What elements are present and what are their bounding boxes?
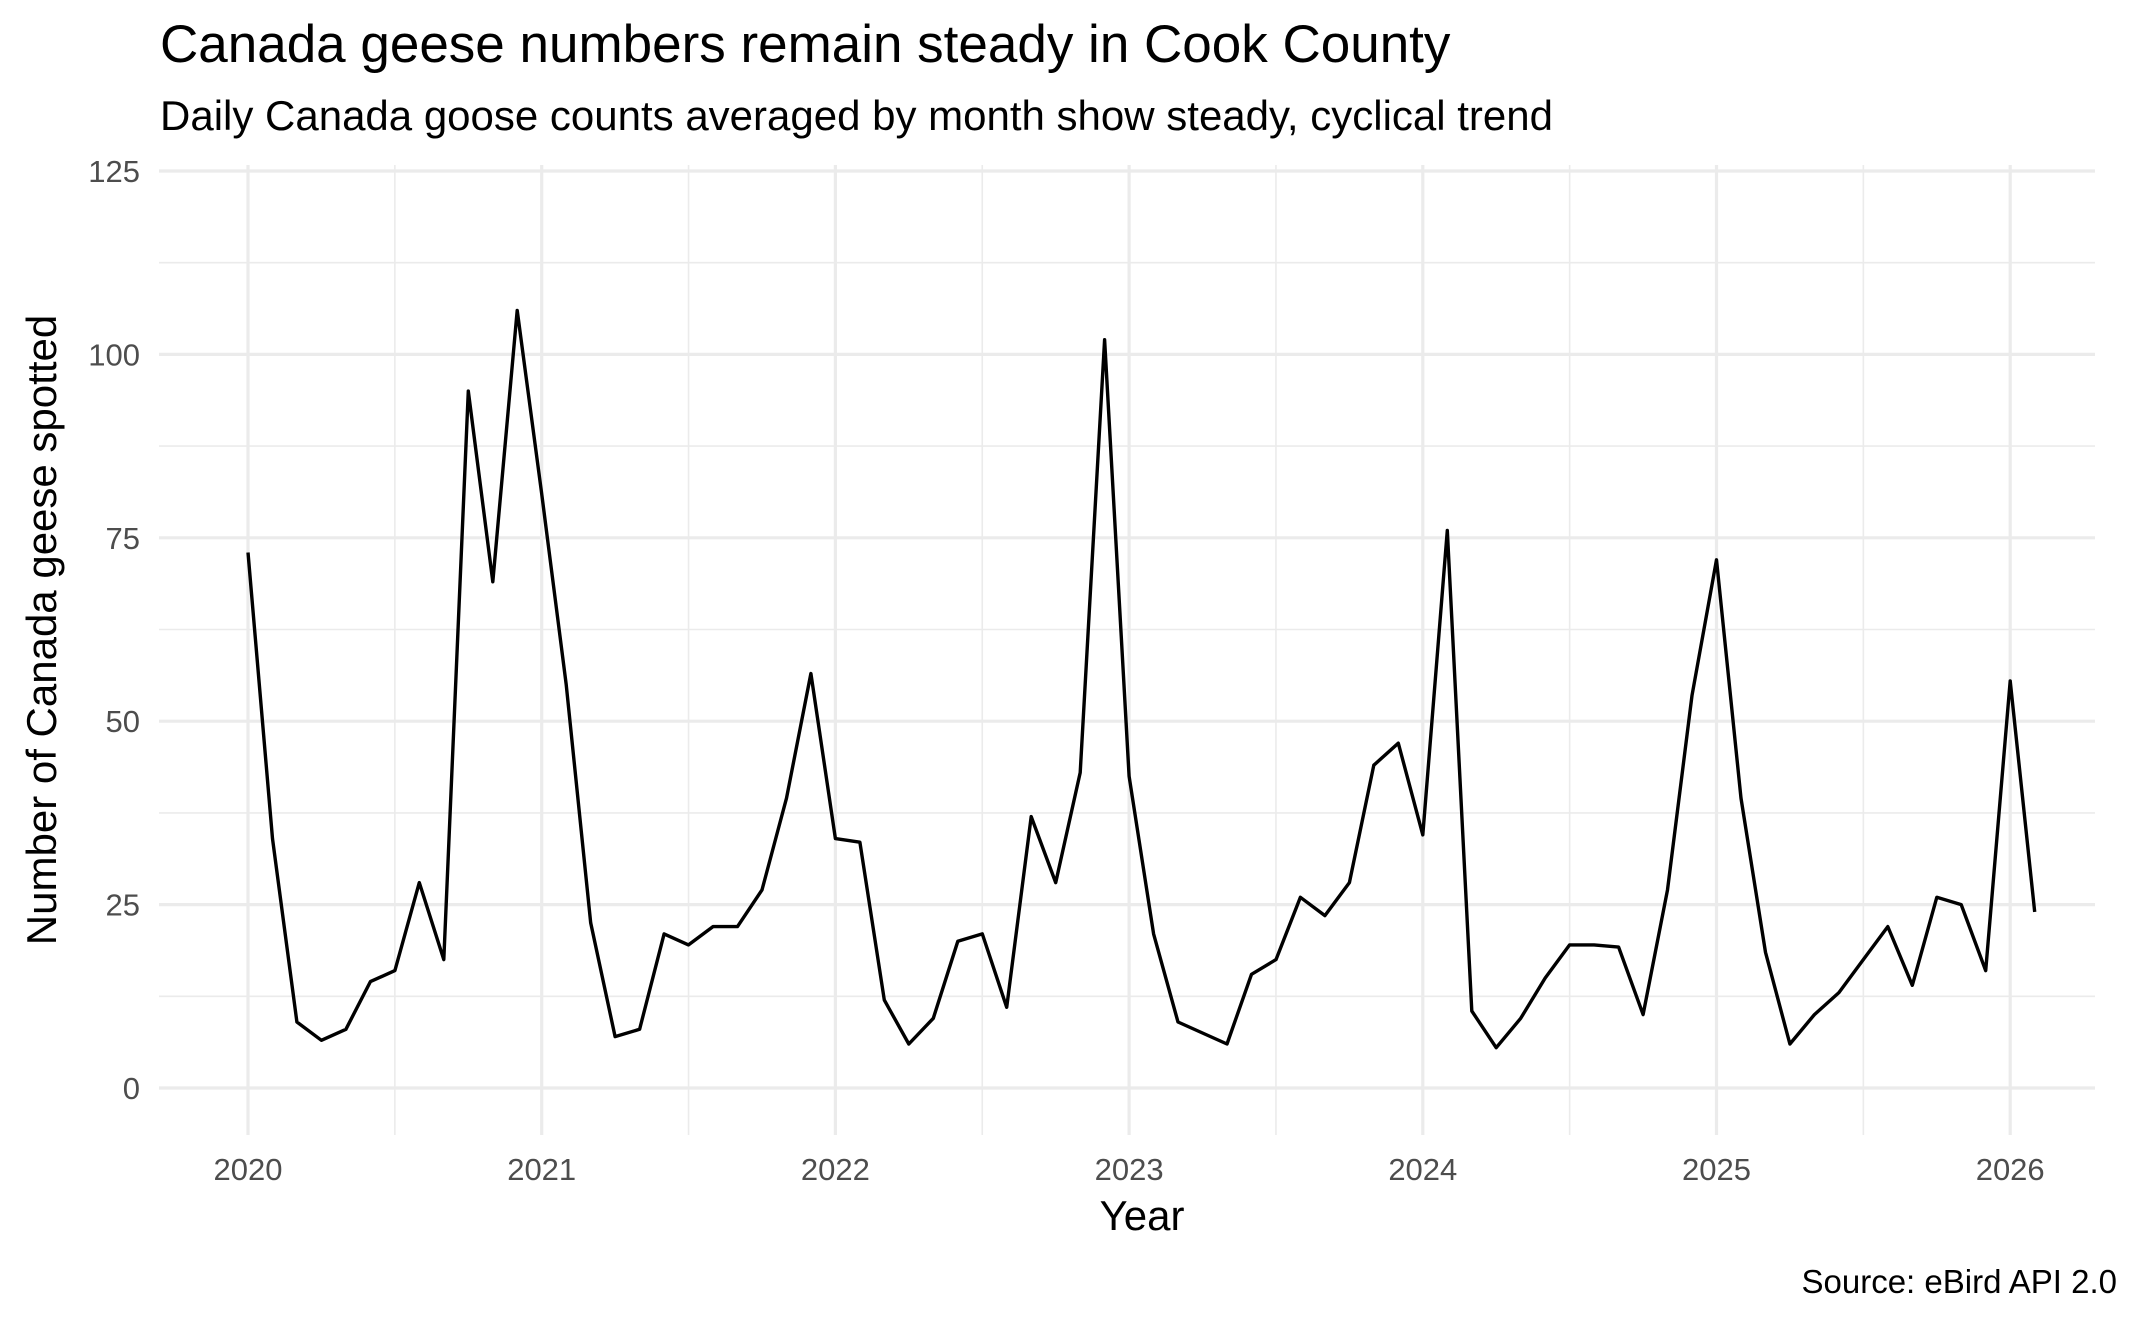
x-axis-ticks: 2020 2021 2022 2023 2024 2025 2026 [214, 1152, 2045, 1187]
gridlines [159, 165, 2095, 1135]
x-tick-label: 2025 [1682, 1152, 1751, 1187]
data-line [246, 308, 2037, 1050]
y-axis-ticks: 0 25 50 75 100 125 [88, 154, 140, 1106]
chart-subtitle: Daily Canada goose counts averaged by mo… [160, 92, 1553, 139]
x-tick-label: 2020 [214, 1152, 283, 1187]
y-tick-label: 125 [88, 154, 140, 189]
x-tick-label: 2023 [1095, 1152, 1164, 1187]
x-axis-title: Year [1100, 1192, 1185, 1239]
y-axis-title: Number of Canada geese spotted [18, 315, 65, 945]
source-caption: Source: eBird API 2.0 [1801, 1263, 2117, 1300]
x-tick-label: 2024 [1388, 1152, 1457, 1187]
x-tick-label: 2026 [1976, 1152, 2045, 1187]
y-tick-label: 100 [88, 337, 140, 372]
x-tick-label: 2022 [801, 1152, 870, 1187]
y-tick-label: 25 [106, 888, 140, 923]
y-tick-label: 50 [106, 704, 140, 739]
y-tick-label: 0 [123, 1071, 140, 1106]
chart-title: Canada geese numbers remain steady in Co… [160, 15, 1451, 74]
x-tick-label: 2021 [507, 1152, 576, 1187]
y-tick-label: 75 [106, 521, 140, 556]
